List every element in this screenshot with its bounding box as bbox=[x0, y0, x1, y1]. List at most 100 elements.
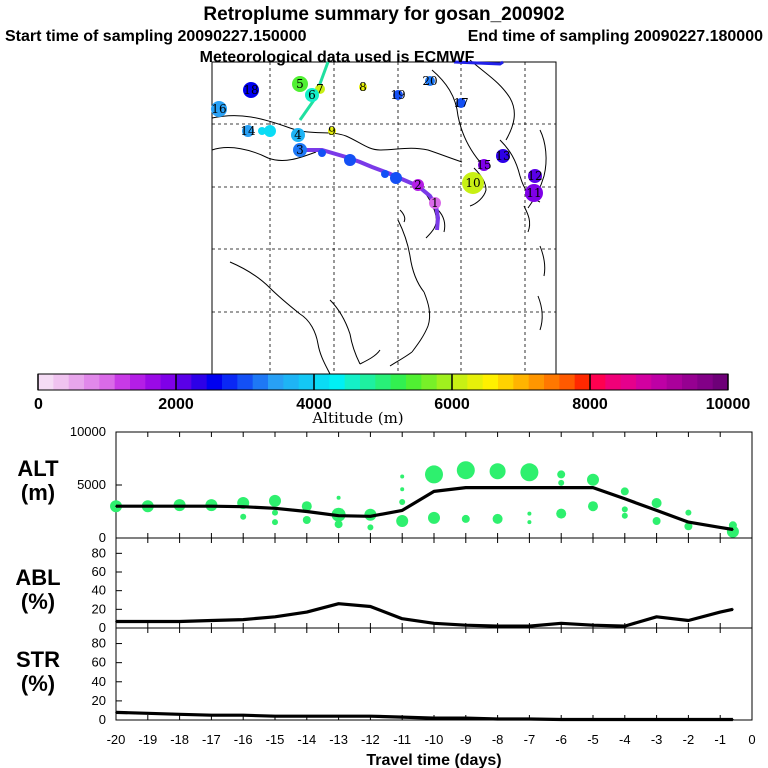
series-point bbox=[496, 625, 499, 627]
series-point bbox=[528, 486, 531, 489]
colorbar-tick-label: 4000 bbox=[296, 396, 332, 413]
x-tick-label: -2 bbox=[683, 732, 695, 747]
altitude-cluster bbox=[684, 522, 693, 531]
series-point bbox=[528, 718, 531, 720]
series-point bbox=[210, 714, 213, 716]
series-point bbox=[306, 611, 308, 613]
map-marker-dot bbox=[496, 149, 510, 163]
y-tick-label: 60 bbox=[92, 655, 106, 670]
series-point bbox=[337, 602, 340, 605]
trajectory-sample-dot bbox=[390, 172, 402, 184]
map-marker: 14 bbox=[240, 124, 256, 138]
panel-ylabel: STR bbox=[16, 647, 60, 672]
trajectory-sample-dot bbox=[344, 154, 356, 166]
altitude-cluster bbox=[557, 470, 566, 479]
map-marker-label: 1 bbox=[431, 196, 439, 210]
x-axis-label: Travel time (days) bbox=[366, 752, 501, 768]
map-marker: 18 bbox=[243, 82, 259, 98]
map-marker-dot bbox=[478, 159, 490, 171]
end-time-label: End time of sampling 20090227.180000 bbox=[468, 28, 763, 45]
series-point bbox=[274, 507, 276, 510]
altitude-cluster bbox=[558, 479, 565, 486]
altitude-cluster bbox=[240, 513, 247, 520]
colorbar-swatch bbox=[344, 374, 361, 390]
colorbar-tick-label: 0 bbox=[34, 396, 43, 413]
map-marker-label: 16 bbox=[211, 102, 226, 116]
y-tick-label: 5000 bbox=[77, 477, 106, 492]
series-point bbox=[732, 718, 734, 721]
series-point bbox=[433, 490, 435, 493]
series-point bbox=[655, 718, 658, 721]
map-marker-label: 9 bbox=[328, 124, 336, 138]
colorbar-swatch bbox=[99, 374, 116, 390]
altitude-cluster bbox=[685, 509, 692, 516]
series-point bbox=[401, 716, 404, 718]
colorbar-swatch bbox=[160, 374, 177, 390]
altitude-cluster bbox=[520, 463, 539, 482]
map-marker-label: 19 bbox=[390, 88, 405, 102]
altitude-cluster bbox=[527, 520, 532, 525]
altitude-cluster bbox=[396, 515, 409, 527]
series-line-abl bbox=[116, 602, 734, 628]
x-tick-label: -1 bbox=[714, 732, 726, 747]
altitude-cluster bbox=[492, 513, 503, 524]
altitude-cluster bbox=[620, 487, 629, 496]
series-point bbox=[687, 718, 690, 721]
colorbar-swatch bbox=[697, 374, 714, 390]
altitude-cluster bbox=[269, 494, 281, 507]
colorbar-tick-label: 6000 bbox=[434, 396, 470, 413]
series-point bbox=[337, 514, 340, 517]
map-marker-label: 15 bbox=[476, 158, 491, 172]
series-point bbox=[115, 711, 117, 714]
y-tick-label: 0 bbox=[99, 530, 106, 545]
series-point bbox=[592, 718, 594, 721]
map-panel: 20 19 18 17 16 15 14 13 12 11 10 9 8 765 43 21 bbox=[211, 59, 557, 375]
series-point bbox=[465, 486, 467, 489]
altitude-cluster bbox=[301, 501, 312, 512]
map-marker-dot bbox=[292, 76, 308, 92]
map-marker-label: 3 bbox=[296, 143, 304, 157]
colorbar-swatch bbox=[620, 374, 637, 390]
panel-ylabel: ALT bbox=[17, 456, 59, 481]
colorbar-swatch bbox=[406, 374, 422, 390]
map-marker-dot bbox=[525, 184, 543, 202]
map-marker-label: 5 bbox=[296, 77, 304, 91]
map-marker-dot bbox=[291, 128, 305, 142]
map-marker-label: 17 bbox=[453, 96, 468, 110]
map-marker: 6 bbox=[305, 88, 319, 102]
map-marker-dot bbox=[359, 83, 367, 91]
y-tick-label: 0 bbox=[99, 620, 106, 635]
map-marker-dot bbox=[293, 143, 307, 157]
map-frame bbox=[211, 61, 557, 375]
colorbar-swatch bbox=[222, 374, 238, 390]
x-tick-label: -7 bbox=[524, 732, 536, 747]
series-point bbox=[560, 622, 562, 625]
x-tick-label: -20 bbox=[107, 732, 126, 747]
colorbar-swatch bbox=[360, 374, 376, 390]
map-marker-label: 6 bbox=[308, 88, 316, 102]
colorbar-swatch bbox=[283, 374, 300, 390]
colorbar-swatch bbox=[498, 374, 514, 390]
x-tick-label: -13 bbox=[329, 732, 348, 747]
map-gridlines bbox=[212, 62, 556, 374]
series-point bbox=[242, 618, 244, 621]
series-point bbox=[178, 505, 181, 508]
start-time-label: Start time of sampling 20090227.150000 bbox=[5, 28, 307, 45]
altitude-cluster bbox=[587, 473, 599, 486]
series-point bbox=[655, 509, 658, 512]
series-point bbox=[592, 624, 594, 626]
x-tick-label: -10 bbox=[425, 732, 444, 747]
figure-title: Retroplume summary for gosan_200902 bbox=[203, 4, 564, 25]
map-marker: 13 bbox=[495, 149, 511, 163]
colorbar-swatch bbox=[298, 374, 315, 390]
map-marker-label: 12 bbox=[527, 169, 542, 183]
series-point bbox=[687, 619, 690, 622]
altitude-cluster bbox=[527, 511, 532, 516]
colorbar-swatch bbox=[314, 374, 330, 390]
altitude-cluster bbox=[302, 516, 311, 524]
map-marker-label: 20 bbox=[422, 74, 437, 88]
map-marker-label: 14 bbox=[240, 124, 256, 138]
colorbar-swatch bbox=[712, 374, 729, 390]
x-tick-label: -16 bbox=[234, 732, 253, 747]
